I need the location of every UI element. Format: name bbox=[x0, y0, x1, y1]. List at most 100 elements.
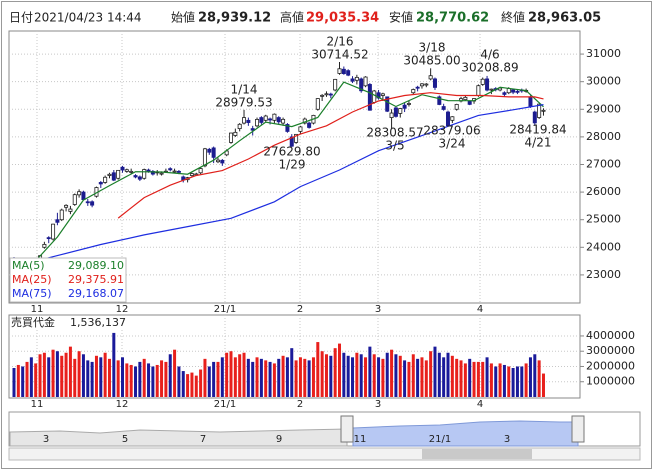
x-tick-label: 11 bbox=[31, 304, 44, 315]
candle-body bbox=[328, 93, 333, 96]
volume-bar bbox=[324, 354, 328, 397]
volume-bar bbox=[103, 352, 107, 397]
volume-bar bbox=[81, 354, 85, 397]
volume-value: 1,536,137 bbox=[70, 316, 126, 329]
candle-body bbox=[250, 128, 255, 131]
volume-bar bbox=[359, 354, 363, 397]
candle-body bbox=[259, 117, 264, 123]
volume-bar bbox=[285, 357, 289, 397]
volume-bar bbox=[403, 360, 407, 397]
volume-bar bbox=[342, 352, 346, 397]
candle-body bbox=[307, 122, 312, 128]
annotation-date: 1/29 bbox=[279, 158, 306, 172]
volume-bar bbox=[381, 358, 385, 397]
candle-body bbox=[432, 78, 437, 88]
volume-bar bbox=[329, 355, 333, 397]
volume-bar bbox=[242, 352, 246, 397]
candle-body bbox=[389, 112, 394, 118]
candle-body bbox=[146, 169, 151, 172]
volume-bar bbox=[99, 357, 103, 397]
volume-bar bbox=[368, 346, 372, 397]
candle-body bbox=[51, 223, 56, 240]
legend-name: MA(25) bbox=[12, 273, 52, 286]
candle-body bbox=[393, 107, 398, 117]
ma-line bbox=[13, 104, 544, 268]
volume-bar bbox=[355, 352, 359, 397]
volume-bar bbox=[281, 355, 285, 397]
candle-body bbox=[424, 83, 429, 86]
volume-bar bbox=[455, 358, 459, 397]
volume-bar bbox=[498, 363, 502, 397]
x-tick-label: 3 bbox=[375, 304, 381, 315]
candle-body bbox=[476, 85, 481, 96]
volume-bar bbox=[268, 361, 272, 397]
x-tick-label: 4 bbox=[477, 399, 483, 410]
volume-bar bbox=[116, 360, 120, 397]
candle-body bbox=[268, 118, 273, 121]
annotation-date: 2/16 bbox=[327, 35, 354, 49]
volume-bar bbox=[51, 349, 55, 397]
volume-bar bbox=[277, 358, 281, 397]
open-value: 28,939.12 bbox=[198, 11, 271, 26]
high-label: 高値 bbox=[280, 10, 304, 25]
candle-body bbox=[398, 108, 403, 114]
volume-bar bbox=[107, 358, 111, 397]
volume-bar bbox=[463, 363, 467, 397]
candle-body bbox=[176, 170, 181, 173]
navigator-selection bbox=[352, 420, 579, 447]
volume-bar bbox=[264, 360, 268, 397]
candle-body bbox=[81, 191, 86, 200]
volume-bar bbox=[246, 358, 250, 397]
navigator-handle[interactable] bbox=[571, 415, 585, 443]
candle-body bbox=[228, 132, 233, 143]
volume-bar bbox=[29, 357, 33, 397]
candle-body bbox=[142, 169, 147, 179]
volume-bar bbox=[255, 357, 259, 397]
volume-bar bbox=[42, 352, 46, 397]
header: 日付 2021/04/23 14:44 始値 28,939.12 高値 29,0… bbox=[9, 10, 601, 26]
x-tick-label: 12 bbox=[116, 399, 129, 410]
candle-body bbox=[350, 78, 355, 82]
candle-body bbox=[281, 118, 286, 124]
volume-bar bbox=[259, 358, 263, 397]
candle-body bbox=[480, 78, 485, 85]
navigator-label: 5 bbox=[122, 434, 128, 445]
main-frame bbox=[8, 30, 581, 304]
volume-bar bbox=[238, 354, 242, 397]
candle-body bbox=[380, 93, 385, 96]
volume-bar bbox=[73, 358, 77, 397]
volume-bar bbox=[225, 352, 229, 397]
candle-body bbox=[55, 219, 60, 223]
volume-bar bbox=[207, 366, 211, 397]
volume-bar bbox=[437, 352, 441, 397]
volume-bar bbox=[515, 366, 519, 397]
candle-body bbox=[285, 124, 290, 132]
navigator-label: 3 bbox=[504, 434, 510, 445]
annotation-price: 27629.80 bbox=[263, 145, 320, 159]
candle-body bbox=[428, 75, 433, 80]
candle-body bbox=[528, 96, 533, 107]
volume-bar bbox=[377, 357, 381, 397]
candle-body bbox=[202, 148, 207, 167]
volume-bar bbox=[433, 346, 437, 397]
navigator-handle[interactable] bbox=[340, 415, 354, 443]
volume-bar bbox=[251, 361, 255, 397]
volume-bar bbox=[446, 352, 450, 397]
candle-body bbox=[411, 89, 416, 94]
candle-body bbox=[46, 237, 51, 240]
candle-body bbox=[116, 169, 121, 179]
annotation-price: 28419.84 bbox=[509, 123, 566, 137]
candle-body bbox=[372, 90, 377, 103]
scrollbar[interactable] bbox=[8, 447, 641, 461]
y-tick-label: 23000 bbox=[586, 268, 621, 281]
volume-bar bbox=[233, 357, 237, 397]
candle-body bbox=[137, 176, 142, 180]
volume-bar bbox=[94, 355, 98, 397]
candle-body bbox=[346, 70, 351, 76]
volume-bar bbox=[138, 361, 142, 397]
candle-body bbox=[42, 243, 47, 248]
annotation-price: 28379.06 bbox=[423, 124, 480, 138]
scrollbar-thumb[interactable] bbox=[422, 449, 532, 459]
candle-body bbox=[402, 104, 407, 109]
